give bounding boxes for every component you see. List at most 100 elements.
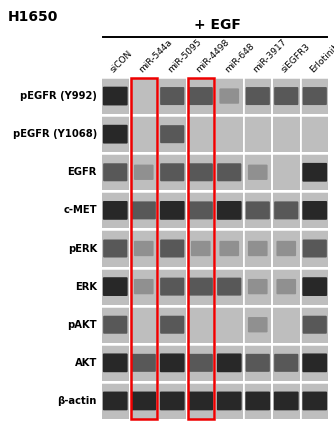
FancyBboxPatch shape — [248, 317, 268, 332]
Bar — [102, 269, 129, 305]
Bar — [216, 154, 243, 190]
FancyBboxPatch shape — [103, 277, 128, 296]
Bar — [159, 116, 186, 152]
FancyBboxPatch shape — [217, 201, 242, 220]
FancyBboxPatch shape — [160, 163, 184, 181]
FancyBboxPatch shape — [245, 87, 270, 105]
FancyBboxPatch shape — [160, 240, 184, 258]
Text: c-MET: c-MET — [63, 205, 97, 215]
Bar — [188, 78, 214, 419]
FancyBboxPatch shape — [191, 241, 210, 256]
Bar — [301, 345, 328, 381]
Bar — [244, 307, 271, 343]
Bar — [244, 154, 271, 190]
FancyBboxPatch shape — [160, 391, 185, 410]
Bar — [273, 78, 300, 114]
Text: + EGF: + EGF — [194, 18, 240, 32]
Bar — [273, 383, 300, 419]
Bar — [216, 193, 243, 229]
Bar — [301, 116, 328, 152]
FancyBboxPatch shape — [134, 279, 154, 294]
Text: pAKT: pAKT — [67, 320, 97, 330]
FancyBboxPatch shape — [160, 125, 184, 143]
Bar — [130, 345, 157, 381]
FancyBboxPatch shape — [103, 240, 127, 258]
Bar — [216, 307, 243, 343]
Bar — [216, 78, 243, 114]
Bar — [244, 230, 271, 266]
FancyBboxPatch shape — [160, 201, 185, 220]
FancyBboxPatch shape — [274, 391, 299, 410]
Bar — [301, 78, 328, 114]
Bar — [273, 116, 300, 152]
Bar — [216, 269, 243, 305]
FancyBboxPatch shape — [248, 241, 268, 256]
Bar — [102, 345, 129, 381]
Bar — [102, 78, 129, 114]
FancyBboxPatch shape — [303, 87, 327, 105]
Bar — [130, 307, 157, 343]
Bar — [244, 193, 271, 229]
FancyBboxPatch shape — [274, 201, 298, 219]
FancyBboxPatch shape — [217, 163, 241, 181]
Bar — [301, 230, 328, 266]
FancyBboxPatch shape — [219, 241, 239, 256]
FancyBboxPatch shape — [302, 201, 327, 220]
FancyBboxPatch shape — [132, 354, 156, 372]
FancyBboxPatch shape — [302, 354, 327, 372]
Text: ERK: ERK — [75, 282, 97, 292]
FancyBboxPatch shape — [277, 279, 296, 294]
Bar — [130, 154, 157, 190]
FancyBboxPatch shape — [131, 391, 156, 410]
FancyBboxPatch shape — [245, 354, 270, 372]
Text: siEGFR3: siEGFR3 — [280, 42, 312, 74]
Text: siCON: siCON — [109, 48, 135, 74]
Bar — [159, 345, 186, 381]
Bar — [216, 383, 243, 419]
Bar — [273, 345, 300, 381]
FancyBboxPatch shape — [103, 354, 128, 372]
Bar — [130, 78, 157, 114]
Bar — [244, 345, 271, 381]
Text: miR-544a: miR-544a — [137, 37, 174, 74]
FancyBboxPatch shape — [189, 87, 213, 105]
Bar — [273, 193, 300, 229]
Bar — [187, 307, 214, 343]
Bar — [216, 116, 243, 152]
Bar — [102, 230, 129, 266]
FancyBboxPatch shape — [277, 241, 296, 256]
FancyBboxPatch shape — [303, 240, 327, 258]
FancyBboxPatch shape — [248, 279, 268, 294]
FancyBboxPatch shape — [189, 201, 213, 219]
Bar — [244, 116, 271, 152]
Bar — [187, 193, 214, 229]
Bar — [301, 383, 328, 419]
FancyBboxPatch shape — [189, 163, 213, 181]
Bar — [130, 193, 157, 229]
FancyBboxPatch shape — [103, 201, 128, 220]
Bar — [301, 307, 328, 343]
FancyBboxPatch shape — [103, 87, 128, 105]
Bar — [187, 230, 214, 266]
Bar — [102, 307, 129, 343]
FancyBboxPatch shape — [302, 163, 327, 181]
Bar — [187, 116, 214, 152]
Bar — [187, 154, 214, 190]
FancyBboxPatch shape — [132, 201, 156, 219]
Text: AKT: AKT — [74, 358, 97, 368]
FancyBboxPatch shape — [134, 241, 154, 256]
FancyBboxPatch shape — [245, 391, 270, 410]
FancyBboxPatch shape — [217, 278, 241, 296]
Bar — [159, 307, 186, 343]
FancyBboxPatch shape — [188, 391, 213, 410]
Text: Erlotinib: Erlotinib — [308, 41, 334, 74]
FancyBboxPatch shape — [160, 87, 184, 105]
FancyBboxPatch shape — [160, 354, 185, 372]
Bar — [187, 345, 214, 381]
Text: β-actin: β-actin — [58, 396, 97, 406]
Bar — [102, 116, 129, 152]
FancyBboxPatch shape — [189, 278, 213, 296]
Bar — [102, 193, 129, 229]
Bar — [102, 154, 129, 190]
FancyBboxPatch shape — [302, 277, 327, 296]
